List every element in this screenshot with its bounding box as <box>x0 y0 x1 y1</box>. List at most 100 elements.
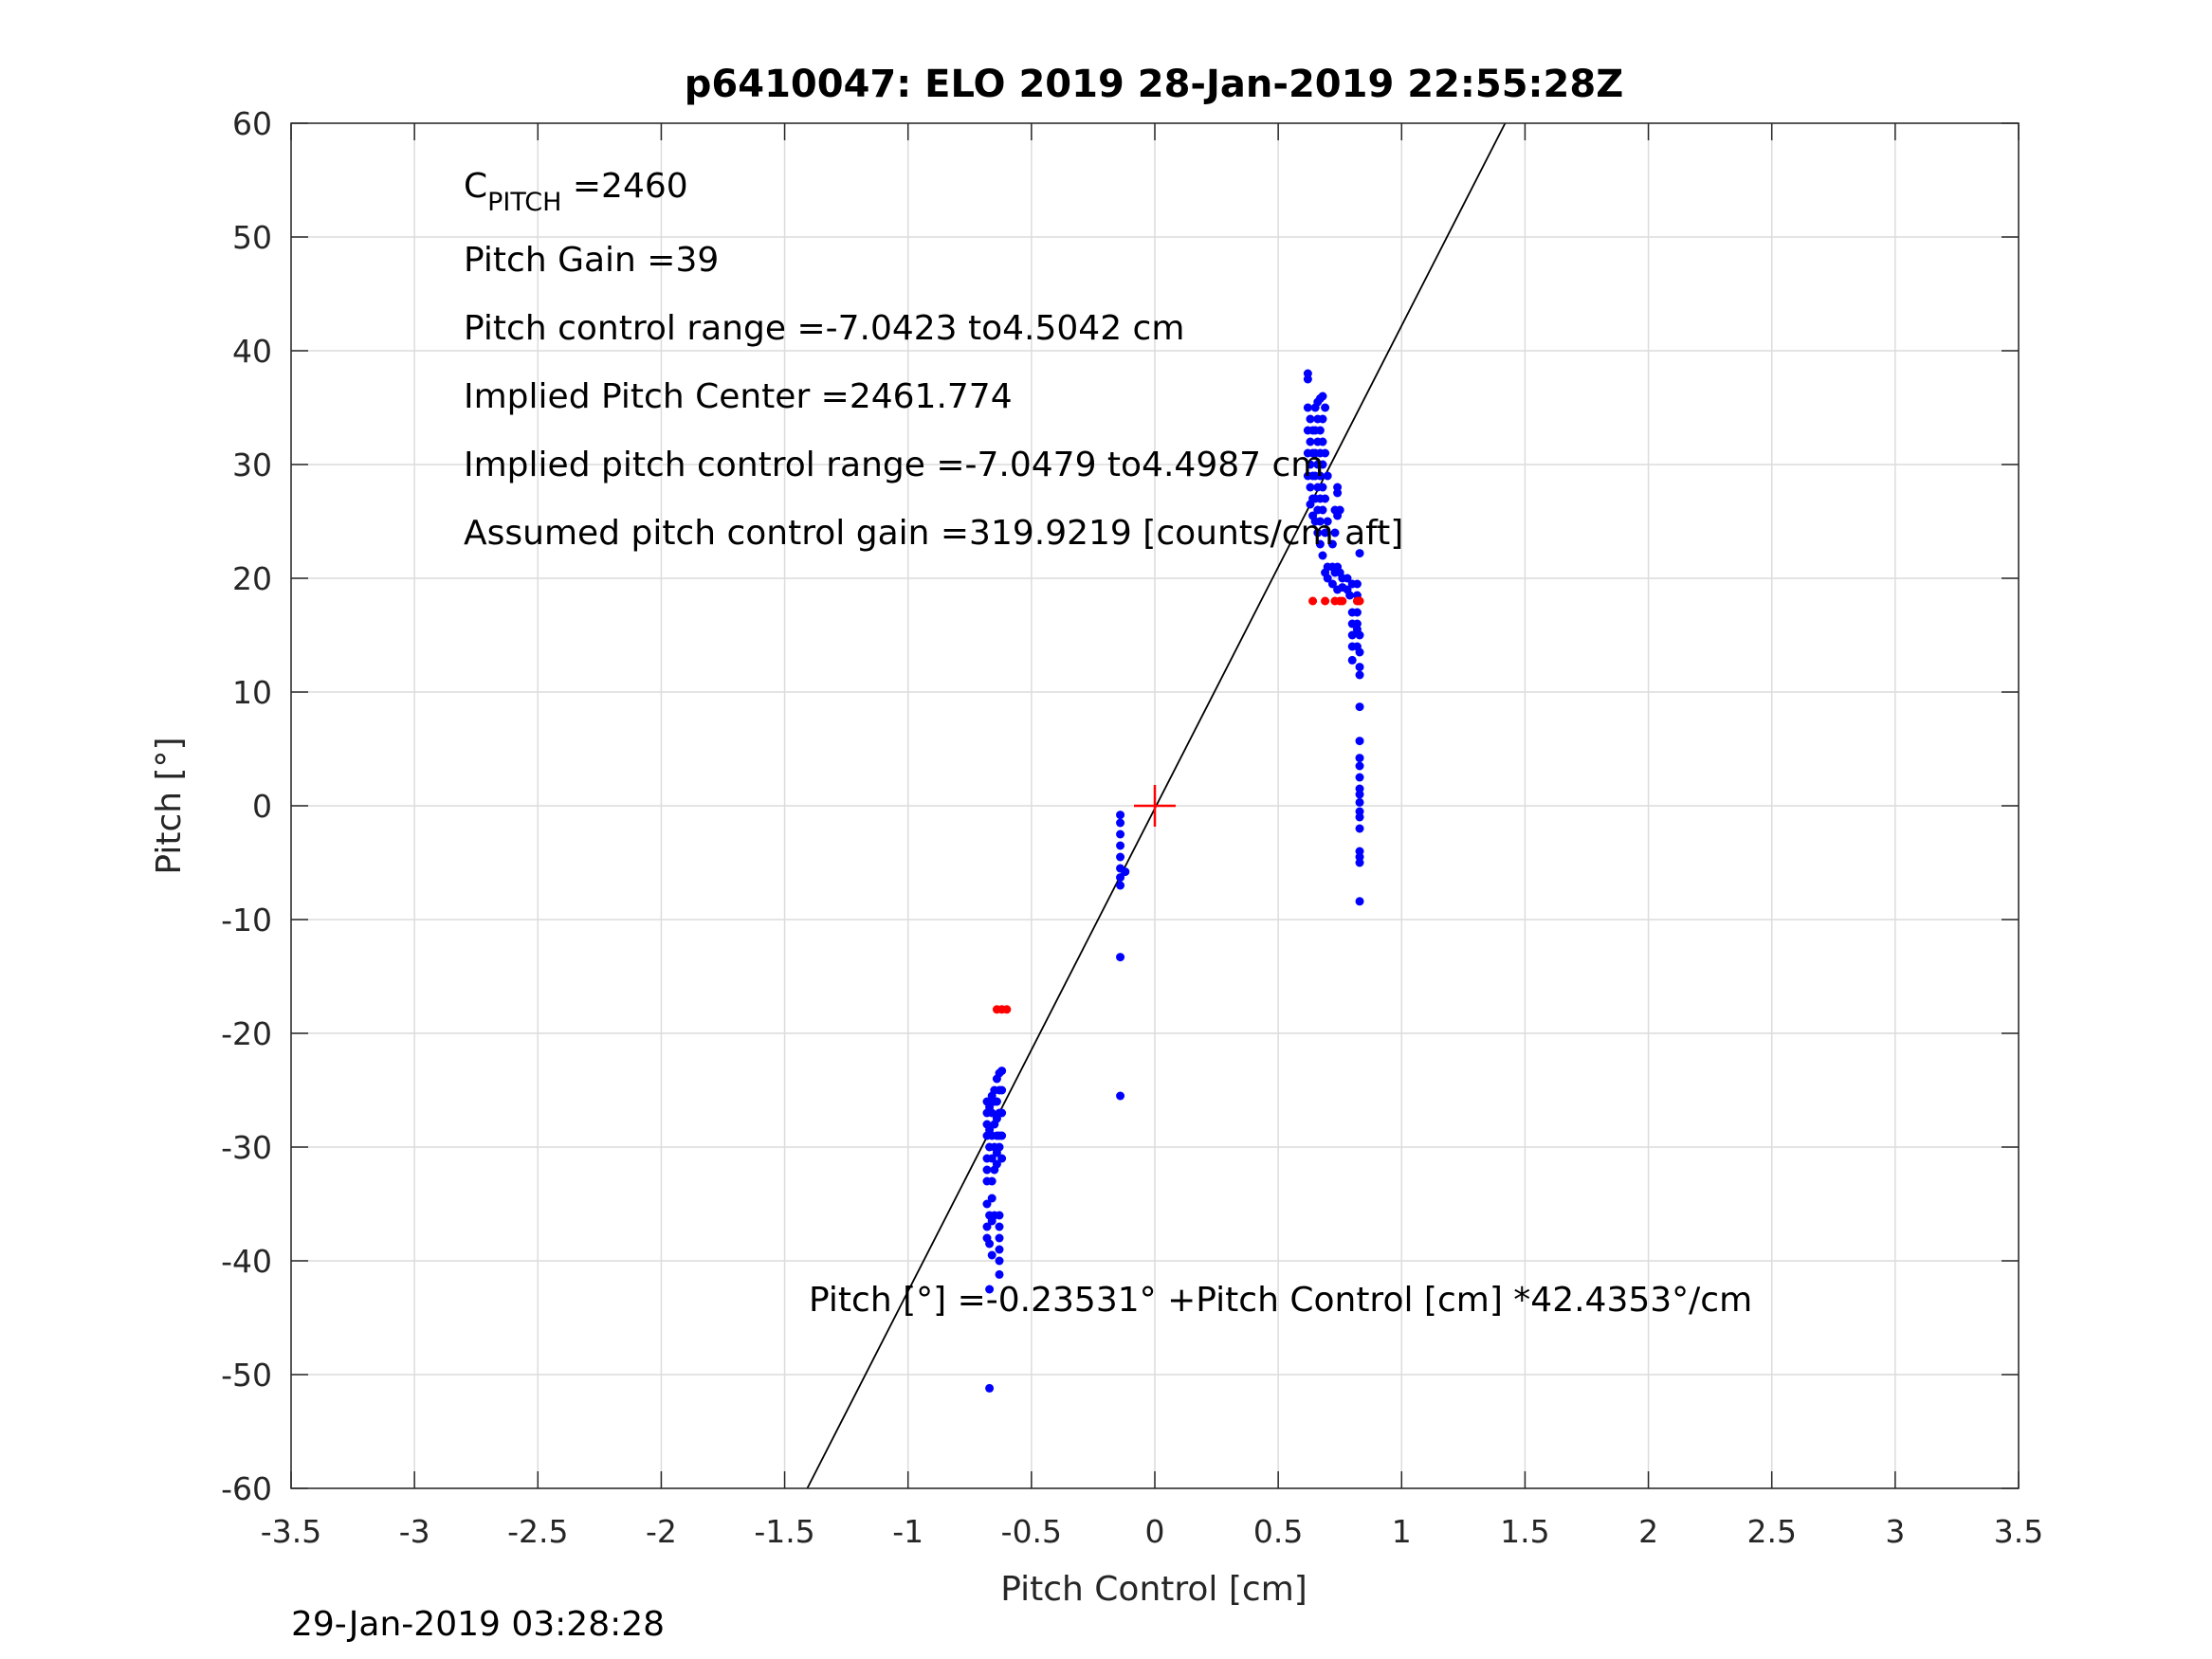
annotation-assumed-gain: Assumed pitch control gain =319.9219 [co… <box>464 514 1403 553</box>
measured-point <box>1355 824 1364 833</box>
c-pitch-value: =2460 <box>561 167 687 206</box>
measured-point <box>1318 392 1327 401</box>
measured-point <box>1315 539 1325 549</box>
measured-point <box>1116 873 1125 883</box>
measured-point <box>1315 426 1325 435</box>
measured-point <box>1303 403 1312 412</box>
measured-point <box>1321 403 1330 412</box>
measured-point <box>995 1142 1004 1152</box>
x-axis-label: Pitch Control [cm] <box>1000 1570 1307 1609</box>
measured-point <box>997 1154 1007 1163</box>
measured-point <box>1323 574 1332 583</box>
y-tick-label: 0 <box>252 788 272 825</box>
measured-point <box>1352 608 1362 617</box>
x-tick-label: 3.5 <box>1994 1513 2043 1550</box>
measured-point <box>1355 812 1364 822</box>
y-tick-label: 20 <box>232 560 272 597</box>
y-tick-label: -60 <box>221 1470 272 1507</box>
measured-point <box>995 1245 1004 1254</box>
x-tick-label: -2.5 <box>507 1513 568 1550</box>
data-marks <box>806 122 1507 1489</box>
measured-point <box>1303 374 1312 384</box>
measured-point <box>997 1066 1007 1076</box>
measured-point <box>987 1108 996 1118</box>
measured-point <box>1355 761 1364 771</box>
measured-point <box>1355 663 1364 672</box>
measured-point <box>997 1131 1007 1140</box>
measured-point <box>1327 579 1337 589</box>
x-tick-label: -3.5 <box>261 1513 321 1550</box>
measured-point <box>1330 528 1340 538</box>
measured-point <box>1318 505 1327 515</box>
y-axis-label: Pitch [°] <box>150 737 189 874</box>
measured-point <box>985 1383 995 1393</box>
measured-point <box>1352 579 1362 589</box>
measured-point <box>995 1256 1004 1266</box>
measured-point <box>992 1097 1001 1106</box>
c-pitch-symbol: C <box>464 167 487 206</box>
y-tick-label: 30 <box>232 447 272 483</box>
measured-point <box>1116 841 1125 850</box>
y-tick-label: -30 <box>221 1129 272 1166</box>
x-tick-label: 2.5 <box>1746 1513 1796 1550</box>
measured-point <box>1355 858 1364 867</box>
measured-point <box>1318 483 1327 492</box>
measured-point <box>1116 881 1125 890</box>
measured-point <box>1355 737 1364 746</box>
measured-point <box>1121 867 1130 877</box>
x-tick-label: -1 <box>892 1513 923 1550</box>
measured-point <box>997 1085 1007 1095</box>
measured-point <box>1347 630 1357 640</box>
limits-point <box>1338 596 1347 606</box>
measured-point <box>1321 448 1330 458</box>
measured-point <box>1321 528 1330 538</box>
measured-point <box>1327 539 1337 549</box>
measured-point <box>1345 591 1355 600</box>
measured-point <box>987 1194 996 1203</box>
limits-point <box>1002 1005 1012 1014</box>
x-tick-label: 2 <box>1638 1513 1658 1550</box>
measured-point <box>1318 437 1327 447</box>
measured-point <box>995 1211 1004 1220</box>
annotation-control-range: Pitch control range =-7.0423 to4.5042 cm <box>464 309 1184 348</box>
y-tick-label: -20 <box>221 1015 272 1052</box>
measured-point <box>1116 818 1125 828</box>
measured-point <box>987 1176 996 1186</box>
measured-point <box>1321 494 1330 503</box>
annotation-equation: Pitch [°] =-0.23531° +Pitch Control [cm]… <box>809 1281 1752 1320</box>
annotation-implied-range: Implied pitch control range =-7.0479 to4… <box>464 446 1324 484</box>
measured-point <box>1315 517 1325 526</box>
measured-point <box>1355 790 1364 799</box>
measured-point <box>992 1159 1001 1169</box>
plot-frame <box>290 122 2020 1489</box>
measured-point <box>997 1108 1007 1118</box>
measured-point <box>1355 702 1364 712</box>
measured-point <box>1323 517 1332 526</box>
measured-point <box>1318 460 1327 469</box>
measured-point <box>985 1239 995 1249</box>
x-tick-label: -0.5 <box>1001 1513 1062 1550</box>
measured-point <box>1315 471 1325 481</box>
y-tick-label: -50 <box>221 1357 272 1394</box>
measured-point <box>1313 528 1323 538</box>
measured-point <box>987 1154 996 1163</box>
measured-point <box>987 1250 996 1260</box>
annotations: CPITCH =2460 Pitch Gain =39 Pitch contro… <box>464 167 1752 1320</box>
measured-point <box>1355 549 1364 558</box>
measured-point <box>1116 852 1125 862</box>
x-tick-label: 0.5 <box>1253 1513 1303 1550</box>
measured-point <box>982 1222 992 1231</box>
annotation-pitch-gain: Pitch Gain =39 <box>464 241 719 280</box>
measured-point <box>1116 811 1125 820</box>
y-tick-label: -10 <box>221 902 272 939</box>
x-tick-label: 3 <box>1885 1513 1905 1550</box>
limits-point <box>1321 596 1330 606</box>
measured-point <box>1355 670 1364 680</box>
measured-point <box>995 1269 1004 1279</box>
grid <box>290 122 2020 1489</box>
annotation-c-pitch: CPITCH =2460 <box>464 167 688 217</box>
measured-point <box>1306 460 1315 469</box>
measured-point <box>1116 1091 1125 1101</box>
measured-point <box>982 1199 992 1209</box>
